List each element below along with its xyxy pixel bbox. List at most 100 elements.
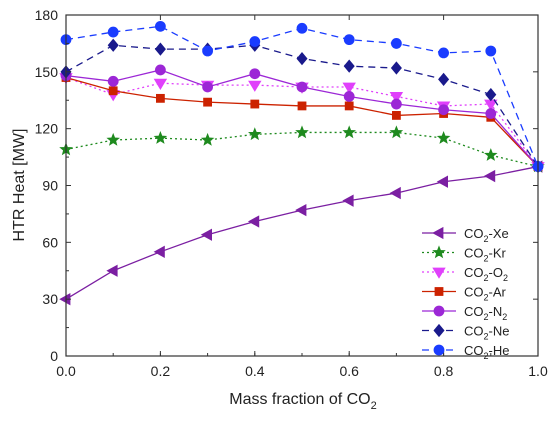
data-point [202,45,214,57]
legend-label-main: CO [464,285,484,300]
data-point [342,82,356,94]
legend-item: CO2-Ar [422,285,507,303]
legend-label: CO2-Xe [464,226,509,244]
data-point [154,42,166,56]
legend-label: CO2-Kr [464,246,507,264]
x-axis-title-main: Mass fraction of CO [229,391,370,408]
legend-label-rest: -Xe [489,226,509,241]
legend-label-sub2: 2 [503,273,508,283]
data-point [203,97,213,107]
x-tick-label: 0.8 [434,363,454,379]
legend-swatch-marker [432,267,446,279]
data-point [390,38,402,49]
legend-label-sub2: 2 [502,312,507,322]
data-point [249,36,261,47]
x-axis-title-sub: 2 [371,400,377,412]
y-tick-label: 30 [42,291,58,307]
data-point [250,99,260,109]
data-point [390,61,402,75]
data-point [154,64,166,76]
x-tick-label: 0.4 [245,363,265,379]
series-co2-kr [59,125,545,173]
legend-label-main: CO [464,246,484,261]
data-point [438,72,450,87]
legend-swatch-marker [433,323,445,338]
series-co2-he [60,20,544,172]
data-point [108,86,118,96]
legend-item: CO2-O2 [422,265,508,283]
data-point [389,92,404,104]
x-tick-label: 1.0 [528,363,548,379]
data-point [436,131,451,144]
data-point [107,26,119,38]
data-point [344,101,354,111]
data-point [390,98,402,110]
data-point [155,93,165,103]
series-layer [59,20,545,306]
legend-label-rest: -N [489,304,503,319]
data-point [248,80,262,92]
legend-swatch-marker [434,287,444,296]
legend-label-main: CO [464,265,484,280]
data-point [153,245,165,258]
data-point [106,132,120,146]
y-axis-title: HTR Heat [MW] [11,129,28,242]
legend-label: CO2-Ar [464,285,507,303]
legend-label-rest: -Ar [489,285,507,300]
data-point [342,125,356,139]
x-tick-label: 0.0 [56,363,76,379]
data-point [436,175,449,188]
legend-swatch-marker [432,245,446,259]
data-point [247,215,260,228]
y-tick-label: 90 [42,178,58,194]
legend-item: CO2-He [422,343,509,361]
data-point [343,59,355,73]
data-point [438,47,450,59]
data-point [296,51,308,66]
legend-label-sub: 2 [484,234,489,244]
legend-label-main: CO [464,324,484,339]
legend-label-sub: 2 [484,273,489,283]
data-point [249,68,261,80]
legend-label-rest: -Kr [489,246,507,261]
legend: CO2-XeCO2-KrCO2-O2CO2-ArCO2-N2CO2-NeCO2-… [422,226,509,361]
series-line [65,131,539,168]
data-point [389,125,404,139]
legend-item: CO2-Xe [422,226,509,244]
data-point [342,194,354,207]
data-point [153,78,168,90]
data-point [296,22,308,34]
data-point [483,169,496,183]
data-point [154,20,166,32]
data-point [485,87,497,102]
legend-label-main: CO [464,343,484,358]
legend-item: CO2-Kr [422,245,507,264]
legend-label: CO2-Ne [464,324,509,342]
data-point [200,228,213,241]
data-point [343,34,355,46]
legend-label: CO2-He [464,343,509,361]
data-point [106,264,118,277]
legend-label-sub: 2 [484,254,489,264]
legend-label-sub: 2 [484,293,489,303]
data-point [391,111,401,120]
legend-swatch-marker [433,305,445,317]
data-point [200,132,215,146]
x-tick-label: 0.6 [339,363,359,379]
legend-label-main: CO [464,304,484,319]
data-point [485,45,497,57]
x-axis-title: Mass fraction of CO2 [229,391,377,412]
y-tick-label: 150 [35,64,59,80]
legend-label-rest: -Ne [489,324,510,339]
data-point [389,186,401,200]
legend-label-sub: 2 [484,351,489,361]
data-point [248,127,262,141]
data-point [343,91,355,102]
data-point [107,75,119,87]
legend-swatch-marker [432,226,444,240]
data-point [202,81,214,93]
data-point [107,38,119,52]
series-co2-n2 [60,64,544,172]
